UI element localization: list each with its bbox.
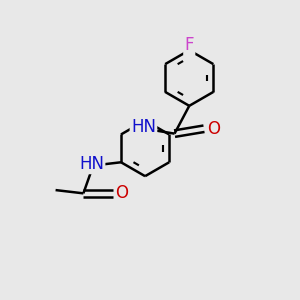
Text: O: O <box>116 184 128 202</box>
Text: O: O <box>207 120 220 138</box>
Text: HN: HN <box>79 155 104 173</box>
Text: HN: HN <box>131 118 156 136</box>
Text: F: F <box>184 36 194 54</box>
